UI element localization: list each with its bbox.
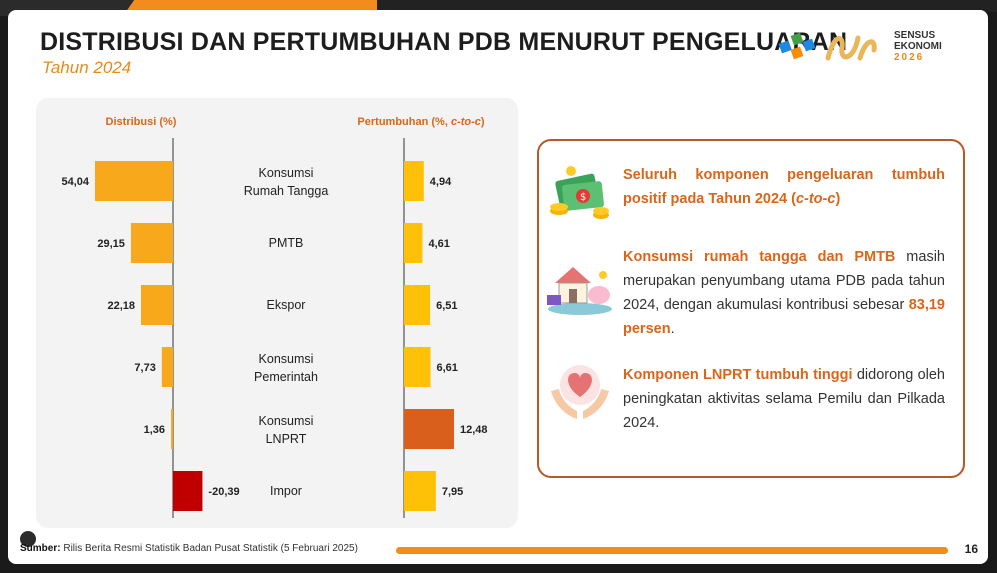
svg-text:$: $ — [580, 192, 586, 203]
category-label: Konsumsi — [259, 166, 314, 180]
logo-year: 2026 — [894, 52, 925, 63]
growth-bar — [404, 471, 436, 511]
slide: DISTRIBUSI DAN PERTUMBUHAN PDB MENURUT P… — [8, 10, 988, 564]
growth-label: 4,61 — [428, 238, 449, 250]
decor-corner-right — [377, 0, 997, 12]
distribution-bar — [173, 471, 203, 511]
growth-bar — [404, 285, 431, 325]
growth-label: 7,95 — [442, 486, 463, 498]
info-highlight: Komponen LNPRT tumbuh tinggi — [623, 367, 853, 383]
growth-label: 6,61 — [436, 362, 457, 374]
category-label: PMTB — [269, 236, 304, 250]
distribution-bar — [161, 347, 173, 387]
distribution-bar — [171, 409, 173, 449]
info-body-end: . — [670, 321, 675, 337]
growth-label: 12,48 — [460, 424, 488, 436]
distribution-label: 29,15 — [97, 238, 125, 250]
info-panel: $ Seluruh komponen pengeluaran tumbuh po… — [537, 139, 965, 478]
footer-bar — [396, 547, 948, 554]
growth-bar — [404, 223, 423, 263]
page-number: 16 — [964, 542, 978, 556]
growth-bar — [404, 409, 454, 449]
heart-hands-icon — [551, 365, 609, 419]
distribution-bar — [140, 285, 173, 325]
distribution-label: 54,04 — [61, 176, 89, 188]
category-label: Impor — [270, 484, 302, 498]
house-savings-icon — [547, 267, 612, 315]
category-label: Konsumsi — [259, 414, 314, 428]
bps-logo-icon — [778, 32, 877, 61]
info-body: didorong oleh peningkatan aktivitas sela… — [623, 367, 945, 431]
info-highlight-italic: c-to-c — [795, 191, 836, 207]
category-label: Ekspor — [267, 298, 306, 312]
info-highlight: Konsumsi rumah tangga dan PMTB — [623, 249, 896, 265]
distribution-label: -20,39 — [208, 486, 239, 498]
distribution-label: 22,18 — [107, 300, 135, 312]
info-body: masih merupakan penyumbang utama PDB pad… — [623, 249, 945, 313]
bps-logo: SENSUS EKONOMI 2026 — [776, 24, 966, 74]
chart-panel: Distribusi (%) Pertumbuhan (%, c-to-c) 54,… — [36, 98, 518, 528]
growth-label: 6,51 — [436, 300, 457, 312]
footer-source-label: Sumber: — [20, 543, 61, 554]
money-coins-icon: $ — [550, 166, 609, 219]
distribution-label: 1,36 — [144, 424, 165, 436]
distribution-bar — [130, 223, 173, 263]
footer-source: Sumber: Rilis Berita Resmi Statistik Bad… — [20, 543, 358, 554]
growth-bar — [404, 347, 431, 387]
info-highlight-value: 83,19 persen — [623, 297, 945, 337]
page-subtitle: Tahun 2024 — [42, 58, 132, 77]
distribution-growth-chart: Distribusi (%) Pertumbuhan (%, c-to-c) 54,… — [61, 116, 488, 518]
footer-source-text: Rilis Berita Resmi Statistik Badan Pusat… — [60, 543, 358, 554]
page-title: DISTRIBUSI DAN PERTUMBUHAN PDB MENURUT P… — [40, 28, 848, 56]
logo-line-1: SENSUS — [894, 30, 936, 41]
category-label-line2: LNPRT — [266, 432, 307, 446]
category-label: Konsumsi — [259, 352, 314, 366]
category-label-line2: Pemerintah — [254, 370, 318, 384]
info-highlight: Seluruh komponen pengeluaran tumbuh posi… — [623, 167, 945, 207]
left-axis-header: Distribusi (%) — [106, 116, 177, 128]
category-label-line2: Rumah Tangga — [244, 184, 329, 198]
info-text-lnprt: Komponen LNPRT tumbuh tinggi didorong ol… — [623, 363, 945, 435]
distribution-bar — [95, 161, 173, 201]
distribution-label: 7,73 — [134, 362, 155, 374]
right-axis-header: Pertumbuhan (%, c-to-c) — [357, 116, 484, 128]
logo-line-2: EKONOMI — [894, 41, 942, 52]
info-text-growth: Seluruh komponen pengeluaran tumbuh posi… — [623, 163, 945, 211]
info-text-contribution: Konsumsi rumah tangga dan PMTB masih mer… — [623, 245, 945, 341]
logo-text: SENSUS EKONOMI 2026 — [894, 30, 942, 63]
growth-label: 4,94 — [430, 176, 452, 188]
info-highlight-end: ) — [835, 191, 841, 207]
growth-bar — [404, 161, 424, 201]
pen-icon[interactable] — [20, 531, 36, 547]
